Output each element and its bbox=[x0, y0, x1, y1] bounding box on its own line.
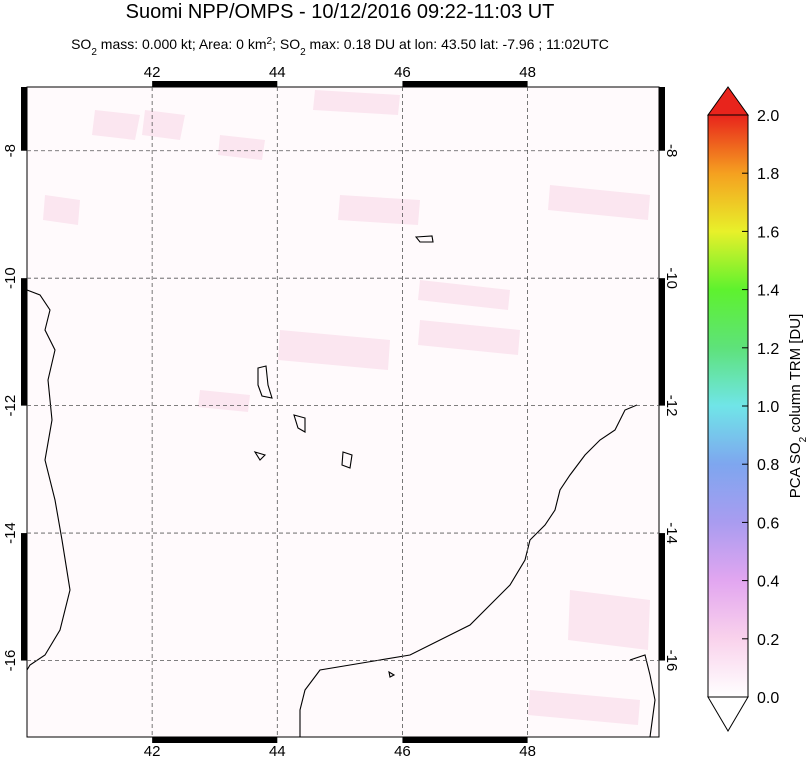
y-tick-label: -12 bbox=[2, 395, 19, 417]
text-part: column TRM [DU] bbox=[787, 314, 804, 437]
colorbar-tick-label: 0.2 bbox=[757, 632, 779, 649]
colorbar-tick-label: 1.6 bbox=[757, 224, 779, 241]
text-part: ; SO bbox=[272, 36, 300, 52]
subtitle: SO2 mass: 0.000 kt; Area: 0 km2; SO2 max… bbox=[71, 36, 609, 58]
colorbar-tick-label: 0.6 bbox=[757, 515, 779, 532]
colorbar-tick-label: 1.2 bbox=[757, 341, 779, 358]
colorbar-tick-label: 1.8 bbox=[757, 166, 779, 183]
x-tick-label: 48 bbox=[519, 743, 536, 759]
frame-bar bbox=[21, 87, 27, 151]
colorbar-tick-label: 2.0 bbox=[757, 108, 779, 125]
frame-bar bbox=[152, 737, 277, 743]
y-tick-label: -8 bbox=[2, 144, 19, 157]
frame-bar bbox=[659, 87, 665, 151]
text-part: SO bbox=[71, 36, 91, 52]
x-tick-label: 46 bbox=[394, 64, 411, 81]
frame-bar bbox=[659, 278, 665, 405]
x-tick-label: 42 bbox=[144, 743, 161, 759]
colorbar-tick-label: 1.0 bbox=[757, 399, 779, 416]
map-area bbox=[27, 87, 659, 737]
x-tick-label: 42 bbox=[144, 64, 161, 81]
colorbar-tick-label: 0.8 bbox=[757, 457, 779, 474]
x-tick-label: 48 bbox=[519, 64, 536, 81]
text-part: max: 0.18 DU at lon: 43.50 lat: -7.96 ; … bbox=[306, 36, 609, 52]
x-tick-label: 44 bbox=[269, 743, 286, 759]
x-tick-label: 46 bbox=[394, 743, 411, 759]
y-tick-label: -8 bbox=[663, 144, 680, 157]
frame-bar bbox=[21, 278, 27, 405]
y-tick-label: -16 bbox=[2, 650, 19, 672]
y-tick-label: -12 bbox=[663, 395, 680, 417]
frame-bar bbox=[402, 81, 527, 87]
text-part: PCA SO bbox=[787, 442, 804, 498]
y-tick-label: -16 bbox=[663, 650, 680, 672]
text-part: mass: 0.000 kt; Area: 0 km bbox=[97, 36, 267, 52]
y-tick-label: -14 bbox=[2, 522, 19, 544]
frame-bar bbox=[21, 533, 27, 660]
y-tick-label: -14 bbox=[663, 522, 680, 544]
colorbar-extend-max bbox=[708, 87, 748, 115]
y-tick-label: -10 bbox=[2, 267, 19, 289]
colorbar-extend-min bbox=[708, 697, 748, 731]
colorbar-label: PCA SO2 column TRM [DU] bbox=[787, 314, 807, 499]
title: Suomi NPP/OMPS - 10/12/2016 09:22-11:03 … bbox=[126, 1, 555, 23]
colorbar-tick-label: 1.4 bbox=[757, 283, 779, 300]
frame-bar bbox=[659, 533, 665, 660]
colorbar-tick-label: 0.0 bbox=[757, 690, 779, 707]
y-tick-label: -10 bbox=[663, 267, 680, 289]
frame-bar bbox=[152, 81, 277, 87]
frame-bar bbox=[402, 737, 527, 743]
colorbar-tick-label: 0.4 bbox=[757, 574, 779, 591]
x-tick-label: 44 bbox=[269, 64, 286, 81]
